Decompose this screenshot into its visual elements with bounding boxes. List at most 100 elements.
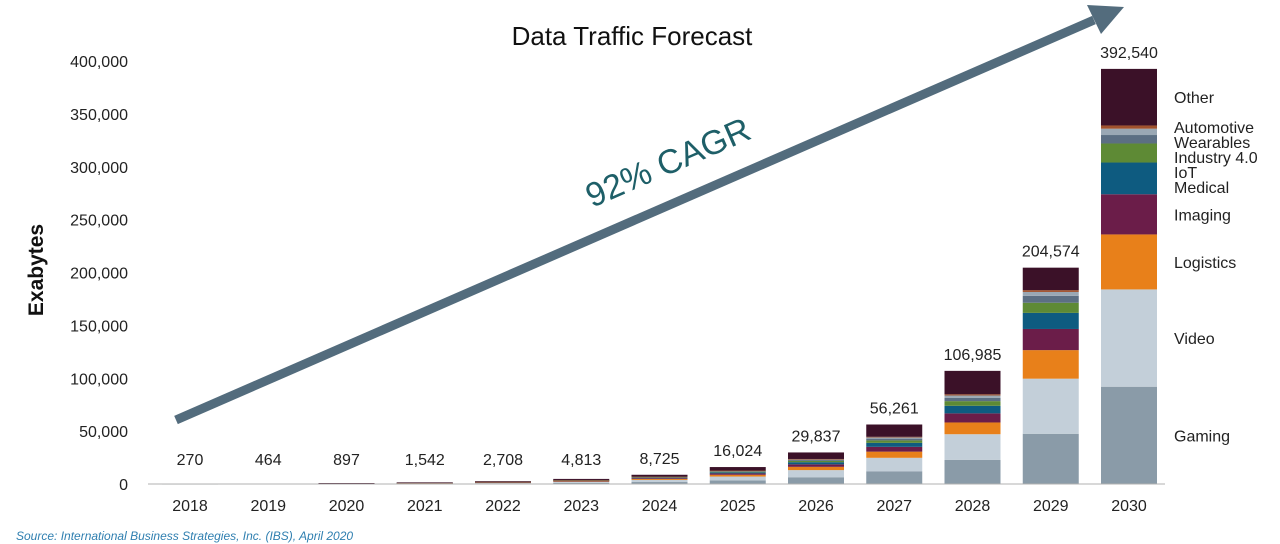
bar-segment-other xyxy=(788,452,844,459)
bar-segment-other xyxy=(631,474,688,477)
bar-segment-imaging xyxy=(788,464,844,467)
bar-segment-iot xyxy=(944,401,1001,406)
chart-title: Data Traffic Forecast xyxy=(512,21,754,51)
bar-segment-automotive xyxy=(709,470,766,472)
x-tick-label: 2025 xyxy=(720,498,756,515)
x-tick-label: 2024 xyxy=(642,498,678,515)
series-label-medical: Medical xyxy=(1174,180,1229,197)
bar-segment-iot xyxy=(1101,143,1157,163)
bar-segment-logistics xyxy=(866,451,923,458)
bar-segment-imaging xyxy=(866,446,923,452)
stacked-bars xyxy=(162,68,1157,485)
bar-segment-imaging xyxy=(1101,194,1157,235)
bar-segment-gaming xyxy=(944,459,1001,484)
x-tick-label: 2030 xyxy=(1111,498,1147,515)
bar-segment-medical xyxy=(1022,312,1079,329)
bar-segment-automotive xyxy=(866,436,923,438)
x-tick-label: 2029 xyxy=(1033,498,1069,515)
bar-segment-imaging xyxy=(1022,328,1079,351)
bar-segment-gaming xyxy=(709,480,766,484)
bar-segment-video xyxy=(866,457,923,472)
series-label-video: Video xyxy=(1174,331,1215,348)
y-axis-label: Exabytes xyxy=(25,224,48,316)
y-axis-ticks: 0 50,000 100,000 150,000 200,000 250,000 300,0… xyxy=(70,54,128,494)
x-tick-label: 2026 xyxy=(798,498,834,515)
bar-segment-video xyxy=(944,434,1001,460)
bar-segment-automotive xyxy=(944,394,1001,396)
total-label: 464 xyxy=(255,452,282,469)
total-label: 2,708 xyxy=(483,452,523,469)
x-tick-label: 2020 xyxy=(329,498,365,515)
bar-segment-medical xyxy=(788,462,844,465)
x-tick-label: 2028 xyxy=(955,498,991,515)
bar-segment-gaming xyxy=(631,482,688,484)
bar-segment-industry-4-0 xyxy=(1101,135,1157,144)
total-label: 29,837 xyxy=(792,428,841,445)
bar-segment-imaging xyxy=(631,478,688,479)
x-tick-label: 2027 xyxy=(876,498,912,515)
series-label-other: Other xyxy=(1174,90,1215,107)
x-tick-label: 2018 xyxy=(172,498,208,515)
bar-segment-video xyxy=(475,482,531,484)
bar-segment-medical xyxy=(709,472,766,474)
y-tick-label: 400,000 xyxy=(70,54,128,71)
bar-segment-industry-4-0 xyxy=(1022,295,1079,303)
bar-segment-imaging xyxy=(944,413,1001,423)
y-tick-label: 50,000 xyxy=(79,424,128,441)
y-tick-label: 150,000 xyxy=(70,318,128,335)
bar-segment-video xyxy=(1101,289,1157,387)
bar-segment-other xyxy=(1101,68,1157,126)
bar-segment-wearables xyxy=(1101,128,1157,136)
trend-arrow-line xyxy=(174,15,1096,425)
bar-segment-other xyxy=(318,483,375,484)
bar-segment-iot xyxy=(866,440,923,443)
bar-segment-iot xyxy=(788,460,844,463)
bar-segment-video xyxy=(709,476,766,481)
bar-segment-medical xyxy=(631,477,688,479)
series-label-wearables: Wearables xyxy=(1174,135,1250,152)
bar-segment-other xyxy=(1022,267,1079,291)
bar-segment-video xyxy=(553,481,610,483)
bar-segment-video xyxy=(788,470,844,478)
bar-segment-other xyxy=(866,424,923,437)
bar-segment-automotive xyxy=(788,458,844,460)
bar-segment-logistics xyxy=(709,474,766,477)
bar-segment-logistics xyxy=(1101,234,1157,290)
bar-segment-gaming xyxy=(866,471,923,484)
x-tick-label: 2022 xyxy=(485,498,521,515)
bar-segment-automotive xyxy=(1101,125,1157,129)
bar-segment-automotive xyxy=(553,479,610,481)
bar-segment-other xyxy=(709,467,766,471)
y-tick-label: 250,000 xyxy=(70,213,128,230)
bar-segment-gaming xyxy=(553,482,610,484)
bar-segment-iot xyxy=(709,471,766,473)
bar-segment-other xyxy=(944,370,1001,395)
bar-segment-other xyxy=(475,481,531,482)
bar-segment-industry-4-0 xyxy=(788,459,844,461)
bar-segment-industry-4-0 xyxy=(709,471,766,472)
bar-segment-industry-4-0 xyxy=(866,438,923,441)
bar-segment-video xyxy=(1022,378,1079,434)
bar-segment-imaging xyxy=(553,480,610,482)
total-labels: 270 464 897 1,542 2,708 4,813 8,725 16,024 29,83… xyxy=(177,45,1158,469)
bar-segment-medical xyxy=(944,405,1001,414)
bar-segment-other xyxy=(553,478,610,480)
bar-segment-gaming xyxy=(788,477,844,484)
bar-segment-medical xyxy=(1101,162,1157,195)
series-label-gaming: Gaming xyxy=(1174,428,1230,445)
x-tick-label: 2021 xyxy=(407,498,443,515)
y-tick-label: 200,000 xyxy=(70,266,128,283)
bar-segment-logistics xyxy=(631,478,688,480)
series-label-automotive: Automotive xyxy=(1174,120,1254,137)
x-tick-label: 2023 xyxy=(563,498,599,515)
series-label-logistics: Logistics xyxy=(1174,255,1236,272)
total-label: 392,540 xyxy=(1100,45,1158,62)
y-tick-label: 0 xyxy=(119,477,128,494)
bar-segment-logistics xyxy=(1022,350,1079,379)
total-label: 8,725 xyxy=(639,451,679,468)
bar-segment-gaming xyxy=(1022,433,1079,484)
trend-arrow-head xyxy=(1087,5,1124,34)
bar-segment-wearables xyxy=(788,459,844,460)
total-label: 1,542 xyxy=(405,452,445,469)
bar-segment-wearables xyxy=(944,395,1001,398)
